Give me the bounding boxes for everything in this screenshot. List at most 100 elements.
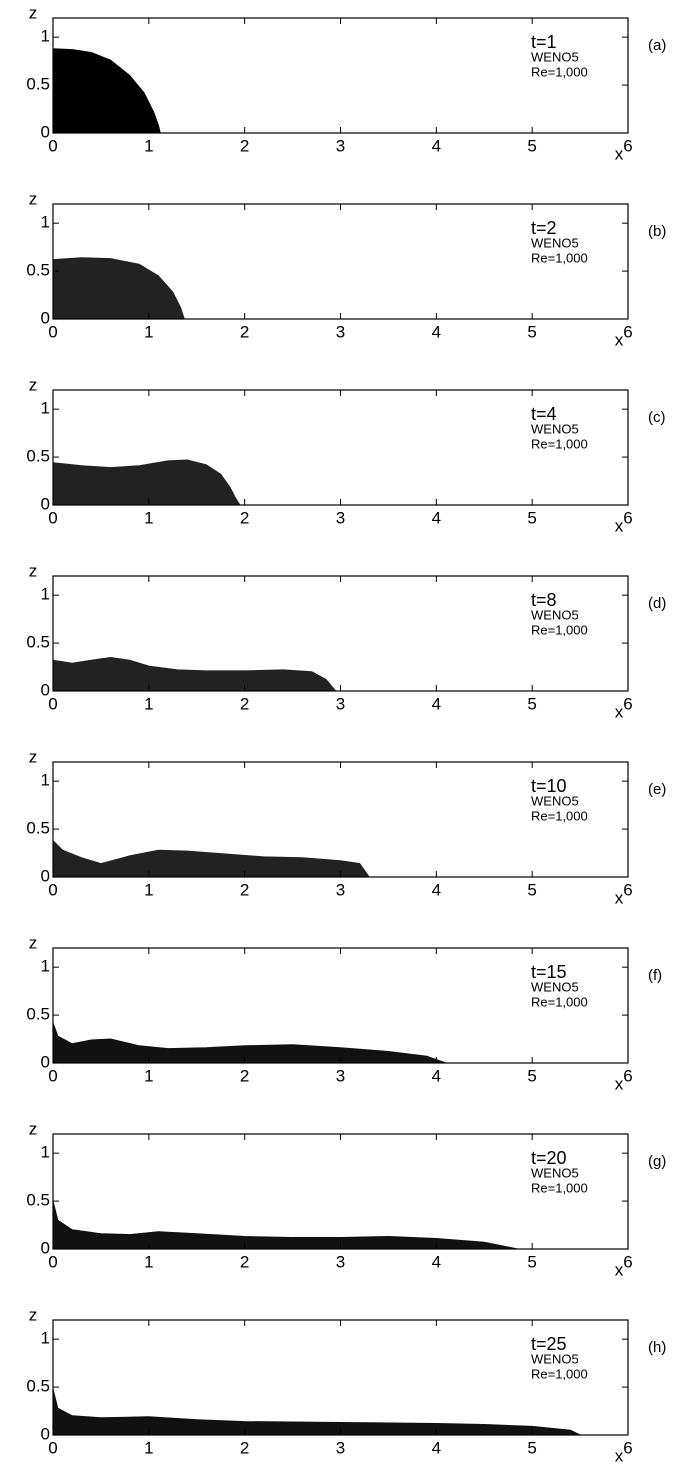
y-tick-label: 0 <box>41 680 50 699</box>
x-tick-label: 3 <box>336 322 345 341</box>
y-axis-label: z <box>29 1119 38 1138</box>
y-tick-label: 1 <box>41 957 50 976</box>
x-tick-label: 4 <box>432 694 441 713</box>
y-tick-label: 0.5 <box>26 1191 50 1210</box>
y-tick-label: 0 <box>41 1424 50 1443</box>
x-tick-label: 4 <box>432 136 441 155</box>
y-tick-label: 1 <box>41 585 50 604</box>
y-axis-label: z <box>29 1305 38 1324</box>
y-tick-label: 0.5 <box>26 819 50 838</box>
profile-area <box>52 48 161 134</box>
panel-label: (b) <box>648 223 666 240</box>
y-tick-label: 0 <box>41 494 50 513</box>
y-axis-label: z <box>29 3 38 22</box>
x-tick-label: 1 <box>144 1252 153 1271</box>
x-tick-label: 1 <box>144 508 153 527</box>
x-tick-label: 1 <box>144 1438 153 1457</box>
y-tick-label: 1 <box>41 1329 50 1348</box>
profile-area <box>52 1022 447 1064</box>
x-tick-label: 3 <box>336 694 345 713</box>
x-tick-label: 3 <box>336 1438 345 1457</box>
x-axis-label: x <box>615 702 624 721</box>
x-tick-label: 5 <box>527 1252 536 1271</box>
y-axis-label: z <box>29 189 38 208</box>
x-axis-label: x <box>615 1260 624 1279</box>
y-tick-label: 0.5 <box>26 1005 50 1024</box>
annotation: t=10 <box>531 776 567 796</box>
x-tick-label: 6 <box>623 508 632 527</box>
x-tick-label: 6 <box>623 1252 632 1271</box>
y-axis-label: z <box>29 561 38 580</box>
x-tick-label: 6 <box>623 880 632 899</box>
annotation: Re=1,000 <box>531 808 588 823</box>
annotation: Re=1,000 <box>531 1366 588 1381</box>
annotation: t=25 <box>531 1334 567 1354</box>
x-tick-label: 5 <box>527 1066 536 1085</box>
x-tick-label: 0 <box>48 322 57 341</box>
y-tick-label: 0 <box>41 1238 50 1257</box>
y-tick-label: 0.5 <box>26 1377 50 1396</box>
profile-area <box>52 839 371 878</box>
profile-area <box>52 459 241 506</box>
y-axis-label: z <box>29 747 38 766</box>
x-tick-label: 4 <box>432 1066 441 1085</box>
y-tick-label: 1 <box>41 27 50 46</box>
y-tick-label: 1 <box>41 1143 50 1162</box>
y-tick-label: 0.5 <box>26 261 50 280</box>
annotation: t=8 <box>531 590 557 610</box>
panel-label: (d) <box>648 595 666 612</box>
x-tick-label: 2 <box>240 1252 249 1271</box>
x-tick-label: 6 <box>623 1066 632 1085</box>
annotation: t=1 <box>531 32 557 52</box>
x-tick-label: 0 <box>48 1252 57 1271</box>
x-tick-label: 3 <box>336 508 345 527</box>
annotation: t=2 <box>531 218 557 238</box>
x-tick-label: 2 <box>240 1438 249 1457</box>
x-tick-label: 5 <box>527 880 536 899</box>
x-axis-label: x <box>615 516 624 535</box>
x-tick-label: 1 <box>144 322 153 341</box>
x-tick-label: 5 <box>527 694 536 713</box>
x-tick-label: 5 <box>527 508 536 527</box>
x-axis-label: x <box>615 1074 624 1093</box>
panel-label: (h) <box>648 1339 666 1356</box>
x-tick-label: 5 <box>527 136 536 155</box>
x-tick-label: 3 <box>336 880 345 899</box>
x-tick-label: 3 <box>336 1252 345 1271</box>
x-tick-label: 0 <box>48 1066 57 1085</box>
x-tick-label: 4 <box>432 1252 441 1271</box>
profile-area <box>52 257 185 320</box>
y-tick-label: 0 <box>41 122 50 141</box>
y-tick-label: 0 <box>41 866 50 885</box>
x-tick-label: 2 <box>240 322 249 341</box>
x-tick-label: 4 <box>432 880 441 899</box>
x-tick-label: 2 <box>240 508 249 527</box>
annotation: t=4 <box>531 404 557 424</box>
annotation: Re=1,000 <box>531 994 588 1009</box>
x-tick-label: 0 <box>48 880 57 899</box>
x-tick-label: 3 <box>336 1066 345 1085</box>
x-tick-label: 6 <box>623 694 632 713</box>
annotation: t=15 <box>531 962 567 982</box>
x-tick-label: 1 <box>144 694 153 713</box>
x-tick-label: 0 <box>48 1438 57 1457</box>
panel-label: (g) <box>648 1153 666 1170</box>
annotation: Re=1,000 <box>531 64 588 79</box>
y-tick-label: 0 <box>41 308 50 327</box>
annotation: Re=1,000 <box>531 622 588 637</box>
annotation: t=20 <box>531 1148 567 1168</box>
y-tick-label: 1 <box>41 399 50 418</box>
x-tick-label: 2 <box>240 1066 249 1085</box>
x-tick-label: 2 <box>240 880 249 899</box>
profile-area <box>52 1200 518 1250</box>
annotation: WENO5 <box>531 1165 579 1180</box>
x-tick-label: 1 <box>144 1066 153 1085</box>
y-tick-label: 1 <box>41 213 50 232</box>
y-tick-label: 0.5 <box>26 633 50 652</box>
profile-area <box>52 1388 581 1436</box>
x-axis-label: x <box>615 1446 624 1465</box>
panel-label: (a) <box>648 37 666 54</box>
annotation: WENO5 <box>531 979 579 994</box>
x-tick-label: 0 <box>48 508 57 527</box>
x-tick-label: 2 <box>240 694 249 713</box>
